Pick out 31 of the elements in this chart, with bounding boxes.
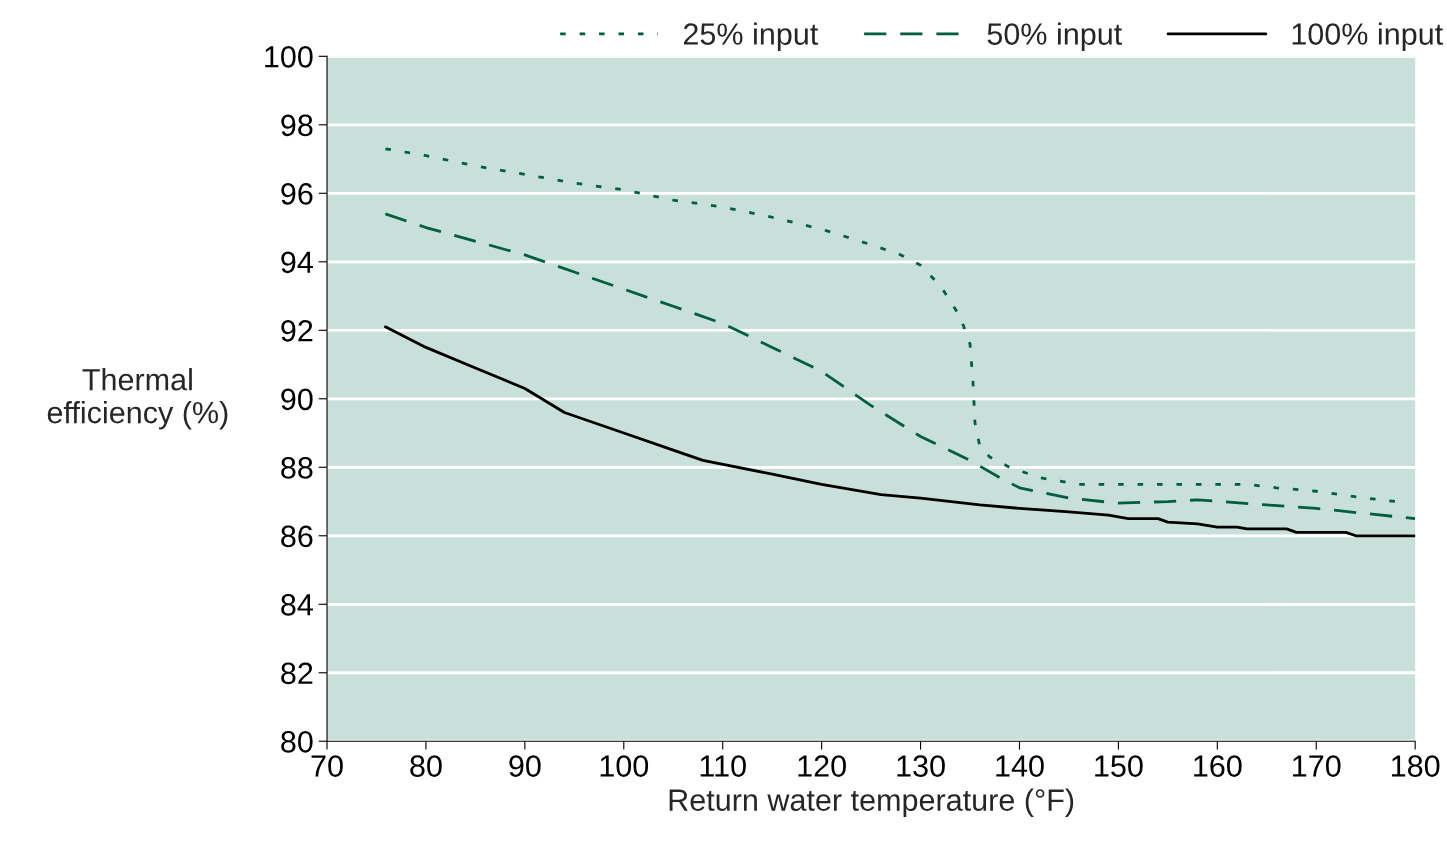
legend-label: 50% input [987,22,1123,51]
line-series [384,212,1416,521]
x-tick-label: 140 [996,755,1044,777]
x-tick-label: 70 [311,755,343,777]
y-tick-label: 82 [281,662,313,685]
x-tick-label: 150 [1095,755,1143,777]
x-axis-title: Return water temperature (°F) [669,788,1074,817]
y-tick-label: 94 [281,251,313,274]
legend-label: 100% input [1292,22,1443,51]
x-tick-label: 120 [798,755,846,777]
y-tick-label: 96 [281,183,313,205]
y-tick-label: 86 [281,525,313,548]
x-tick-label: 110 [700,755,746,777]
y-tick-label: 88 [281,457,313,479]
y-tick-label: 80 [281,730,313,753]
y-tick-label: 98 [281,114,313,137]
x-tick-label: 80 [410,755,442,777]
y-tick-label: 90 [281,388,313,411]
line-series [384,325,1416,538]
line-series [384,147,1397,503]
x-tick-label: 160 [1194,755,1242,777]
y-tick-label: 92 [281,320,313,342]
y-tick-label: 84 [281,594,313,616]
x-tick-label: 180 [1392,755,1440,777]
x-tick-label: 90 [509,755,541,777]
x-tick-label: 100 [600,755,649,777]
y-tick-label: 100 [265,46,313,68]
y-axis-title: Thermal efficiency (%) [47,368,228,430]
legend-label: 25% input [683,22,819,51]
x-tick-label: 130 [897,755,945,777]
x-tick-label: 170 [1293,755,1341,777]
